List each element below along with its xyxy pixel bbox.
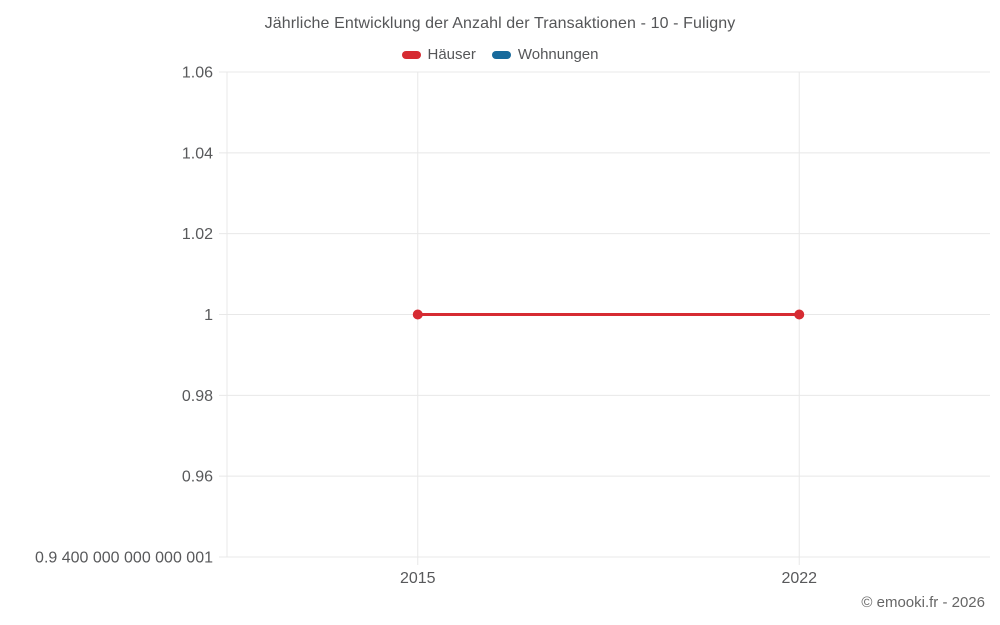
legend-swatch-wohnungen xyxy=(491,50,511,59)
legend-label-haeuser: Häuser xyxy=(427,46,476,63)
y-tick-label: 1.06 xyxy=(182,65,213,82)
y-tick-label: 0.9 400 000 000 000 001 xyxy=(35,550,213,567)
legend-label-wohnungen: Wohnungen xyxy=(517,46,599,63)
data-point-haeuser[interactable] xyxy=(412,309,423,320)
y-tick-label: 0.98 xyxy=(182,388,213,405)
data-point-haeuser[interactable] xyxy=(794,309,805,320)
copyright-note: © emooki.fr - 2026 xyxy=(861,594,985,611)
legend-item-haeuser[interactable]: Häuser xyxy=(401,46,476,63)
chart-legend: Häuser Wohnungen xyxy=(0,46,1000,63)
x-tick-label: 2022 xyxy=(781,570,817,587)
y-tick-label: 1 xyxy=(204,307,213,324)
x-tick-label: 2015 xyxy=(400,570,436,587)
y-tick-label: 1.04 xyxy=(182,145,213,162)
y-tick-label: 1.02 xyxy=(182,226,213,243)
chart-title: Jährliche Entwicklung der Anzahl der Tra… xyxy=(264,15,736,32)
legend-item-wohnungen[interactable]: Wohnungen xyxy=(491,46,599,63)
y-tick-label: 0.96 xyxy=(182,469,213,486)
legend-swatch-haeuser xyxy=(401,50,421,59)
